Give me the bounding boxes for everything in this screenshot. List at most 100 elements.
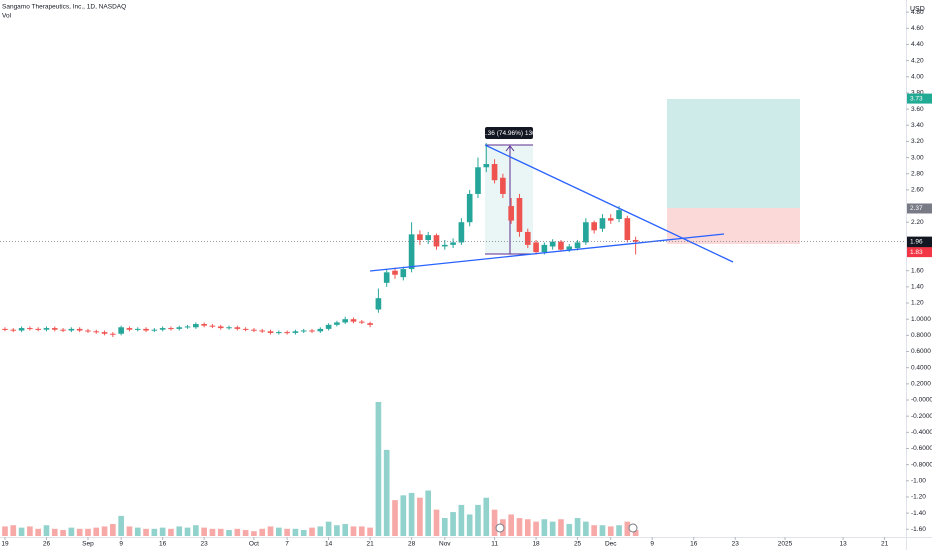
y-tick-label: 0.2000	[911, 381, 931, 388]
volume-bar	[583, 521, 589, 536]
candle-body	[251, 329, 257, 331]
volume-bar	[85, 528, 91, 536]
y-tick-label: 0.4000	[911, 364, 931, 371]
volume-bar	[267, 526, 274, 536]
volume-bar	[541, 519, 548, 536]
volume-bar	[342, 524, 349, 536]
volume-bar	[2, 526, 8, 536]
candle-body	[184, 326, 191, 328]
volume-bar	[591, 525, 597, 536]
volume-bar	[27, 526, 33, 536]
candle-body	[383, 272, 390, 283]
x-tick-label: Nov	[439, 541, 451, 548]
volume-bar	[624, 521, 631, 536]
x-tick-label: 18	[532, 541, 540, 548]
price-tag-label: 1.96	[910, 238, 923, 245]
candle-body	[334, 322, 340, 325]
x-tick-label: 23	[732, 541, 740, 548]
price-tag-label: 3.73	[910, 95, 923, 102]
candle-body	[417, 234, 423, 240]
volume-bar	[632, 530, 639, 536]
y-tick-label: -0.6000	[911, 445, 932, 452]
x-tick-label: 9	[119, 541, 123, 548]
candle-body	[549, 241, 556, 247]
volume-bar	[400, 495, 407, 536]
lower-trendline	[369, 233, 725, 272]
candle-body	[159, 328, 166, 330]
y-tick-label: -1.20	[911, 494, 926, 501]
candle-body	[574, 242, 581, 249]
measure-arrowhead	[505, 145, 515, 152]
y-tick-label: 4.20	[911, 57, 924, 64]
volume-bar	[358, 526, 365, 536]
volume-bar	[226, 530, 232, 536]
y-tick-label: 3.60	[911, 106, 924, 113]
measure-label-box	[485, 127, 533, 139]
x-tick-label: 11	[491, 541, 498, 548]
y-tick-label: 4.60	[911, 25, 924, 32]
volume-bar	[574, 518, 581, 536]
volume-bar	[533, 521, 539, 536]
candle-body	[292, 331, 299, 333]
candle-body	[126, 328, 133, 330]
candle-body	[43, 328, 50, 330]
volume-bar	[508, 514, 514, 536]
indicator-name: Vol	[2, 13, 12, 20]
candle-body	[134, 328, 141, 330]
candle-body	[151, 329, 158, 331]
x-tick-label: 7	[285, 541, 289, 548]
candle-body	[267, 331, 274, 333]
volume-bar	[143, 528, 149, 536]
x-tick-label: 25	[574, 541, 582, 548]
volume-bar	[566, 524, 573, 536]
x-tick-label: 19	[1, 541, 9, 548]
volume-bar	[383, 449, 390, 536]
candle-body	[226, 327, 232, 329]
currency[interactable]: USD	[910, 6, 925, 13]
candle-body	[500, 177, 506, 194]
candle-body	[491, 164, 498, 181]
volume-bar	[184, 527, 191, 536]
volume-bar	[151, 528, 158, 536]
event-marker[interactable]	[628, 523, 638, 533]
y-tick-label: 3.00	[911, 154, 924, 161]
volume-bar	[558, 519, 564, 536]
volume-bar	[276, 527, 282, 536]
price-tag	[907, 93, 932, 104]
volume-bar	[425, 490, 432, 536]
candle-body	[616, 210, 622, 219]
volume-bar	[35, 528, 41, 536]
candle-body	[51, 328, 58, 330]
volume-bar	[110, 524, 116, 536]
y-tick-label: 3.40	[911, 122, 924, 129]
upper-trendline	[484, 144, 734, 263]
volume-bar	[217, 528, 224, 536]
y-tick-label: -0.4000	[911, 429, 932, 436]
candle-body	[475, 167, 481, 194]
candle-body	[441, 244, 448, 247]
candle-body	[259, 330, 266, 332]
y-tick-label: 1.20	[911, 300, 924, 307]
y-tick-label: 1.40	[911, 284, 924, 291]
y-tick-label: 3.80	[911, 90, 924, 97]
y-tick-label: 2.20	[911, 219, 924, 226]
volume-bar	[466, 514, 473, 536]
volume-bar	[599, 525, 606, 536]
volume-bar	[284, 528, 290, 536]
candle-body	[433, 235, 440, 247]
event-marker[interactable]	[495, 523, 505, 533]
candle-body	[242, 328, 249, 330]
x-tick-label: Oct	[249, 541, 259, 548]
x-tick-label: 26	[43, 541, 51, 548]
y-tick-label: 4.40	[911, 41, 924, 48]
x-tick-label: 2025	[778, 541, 793, 548]
x-tick-label: 9	[650, 541, 654, 548]
volume-bar	[516, 518, 523, 536]
candle-body	[599, 218, 606, 229]
trendlines: 1.36 (74.96%) 136	[369, 127, 734, 533]
candle-body	[350, 319, 357, 322]
x-tick-label: 14	[325, 541, 333, 548]
candle-body	[76, 328, 83, 331]
